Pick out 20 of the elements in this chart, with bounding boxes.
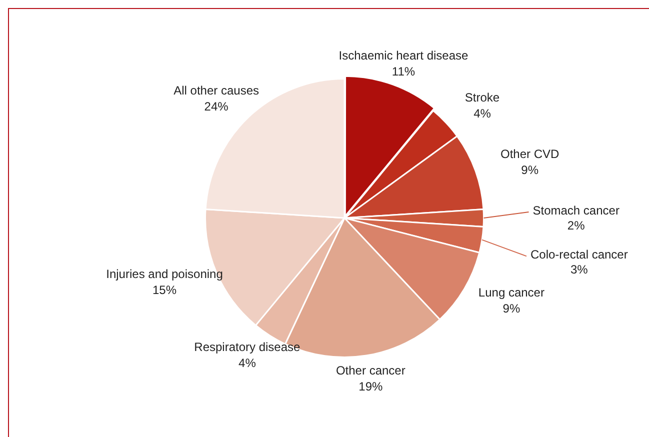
data-label: 11%	[392, 64, 416, 79]
slice-label: All other causes	[174, 83, 260, 98]
slice-label: Ischaemic heart disease	[338, 48, 469, 63]
data-label: 4%	[474, 106, 492, 121]
slice-label: Stroke	[464, 90, 500, 105]
data-label: 9%	[521, 163, 539, 178]
data-label: 15%	[152, 283, 177, 298]
slice-label: Injuries and poisoning	[106, 267, 223, 282]
slice-label: Other CVD	[500, 147, 560, 162]
slice-label: Colo-rectal cancer	[530, 247, 628, 262]
data-label: 3%	[570, 262, 588, 276]
data-label: 2%	[567, 218, 586, 232]
data-label: 9%	[502, 301, 520, 316]
data-label: 19%	[358, 380, 383, 394]
slice-label: Lung cancer	[478, 285, 544, 300]
slice-label: Stomach cancer	[532, 203, 620, 218]
slice-label: Other cancer	[336, 364, 406, 378]
data-label: 24%	[204, 99, 229, 114]
data-label: 4%	[238, 356, 256, 370]
slice-label: Respiratory disease	[194, 340, 301, 354]
